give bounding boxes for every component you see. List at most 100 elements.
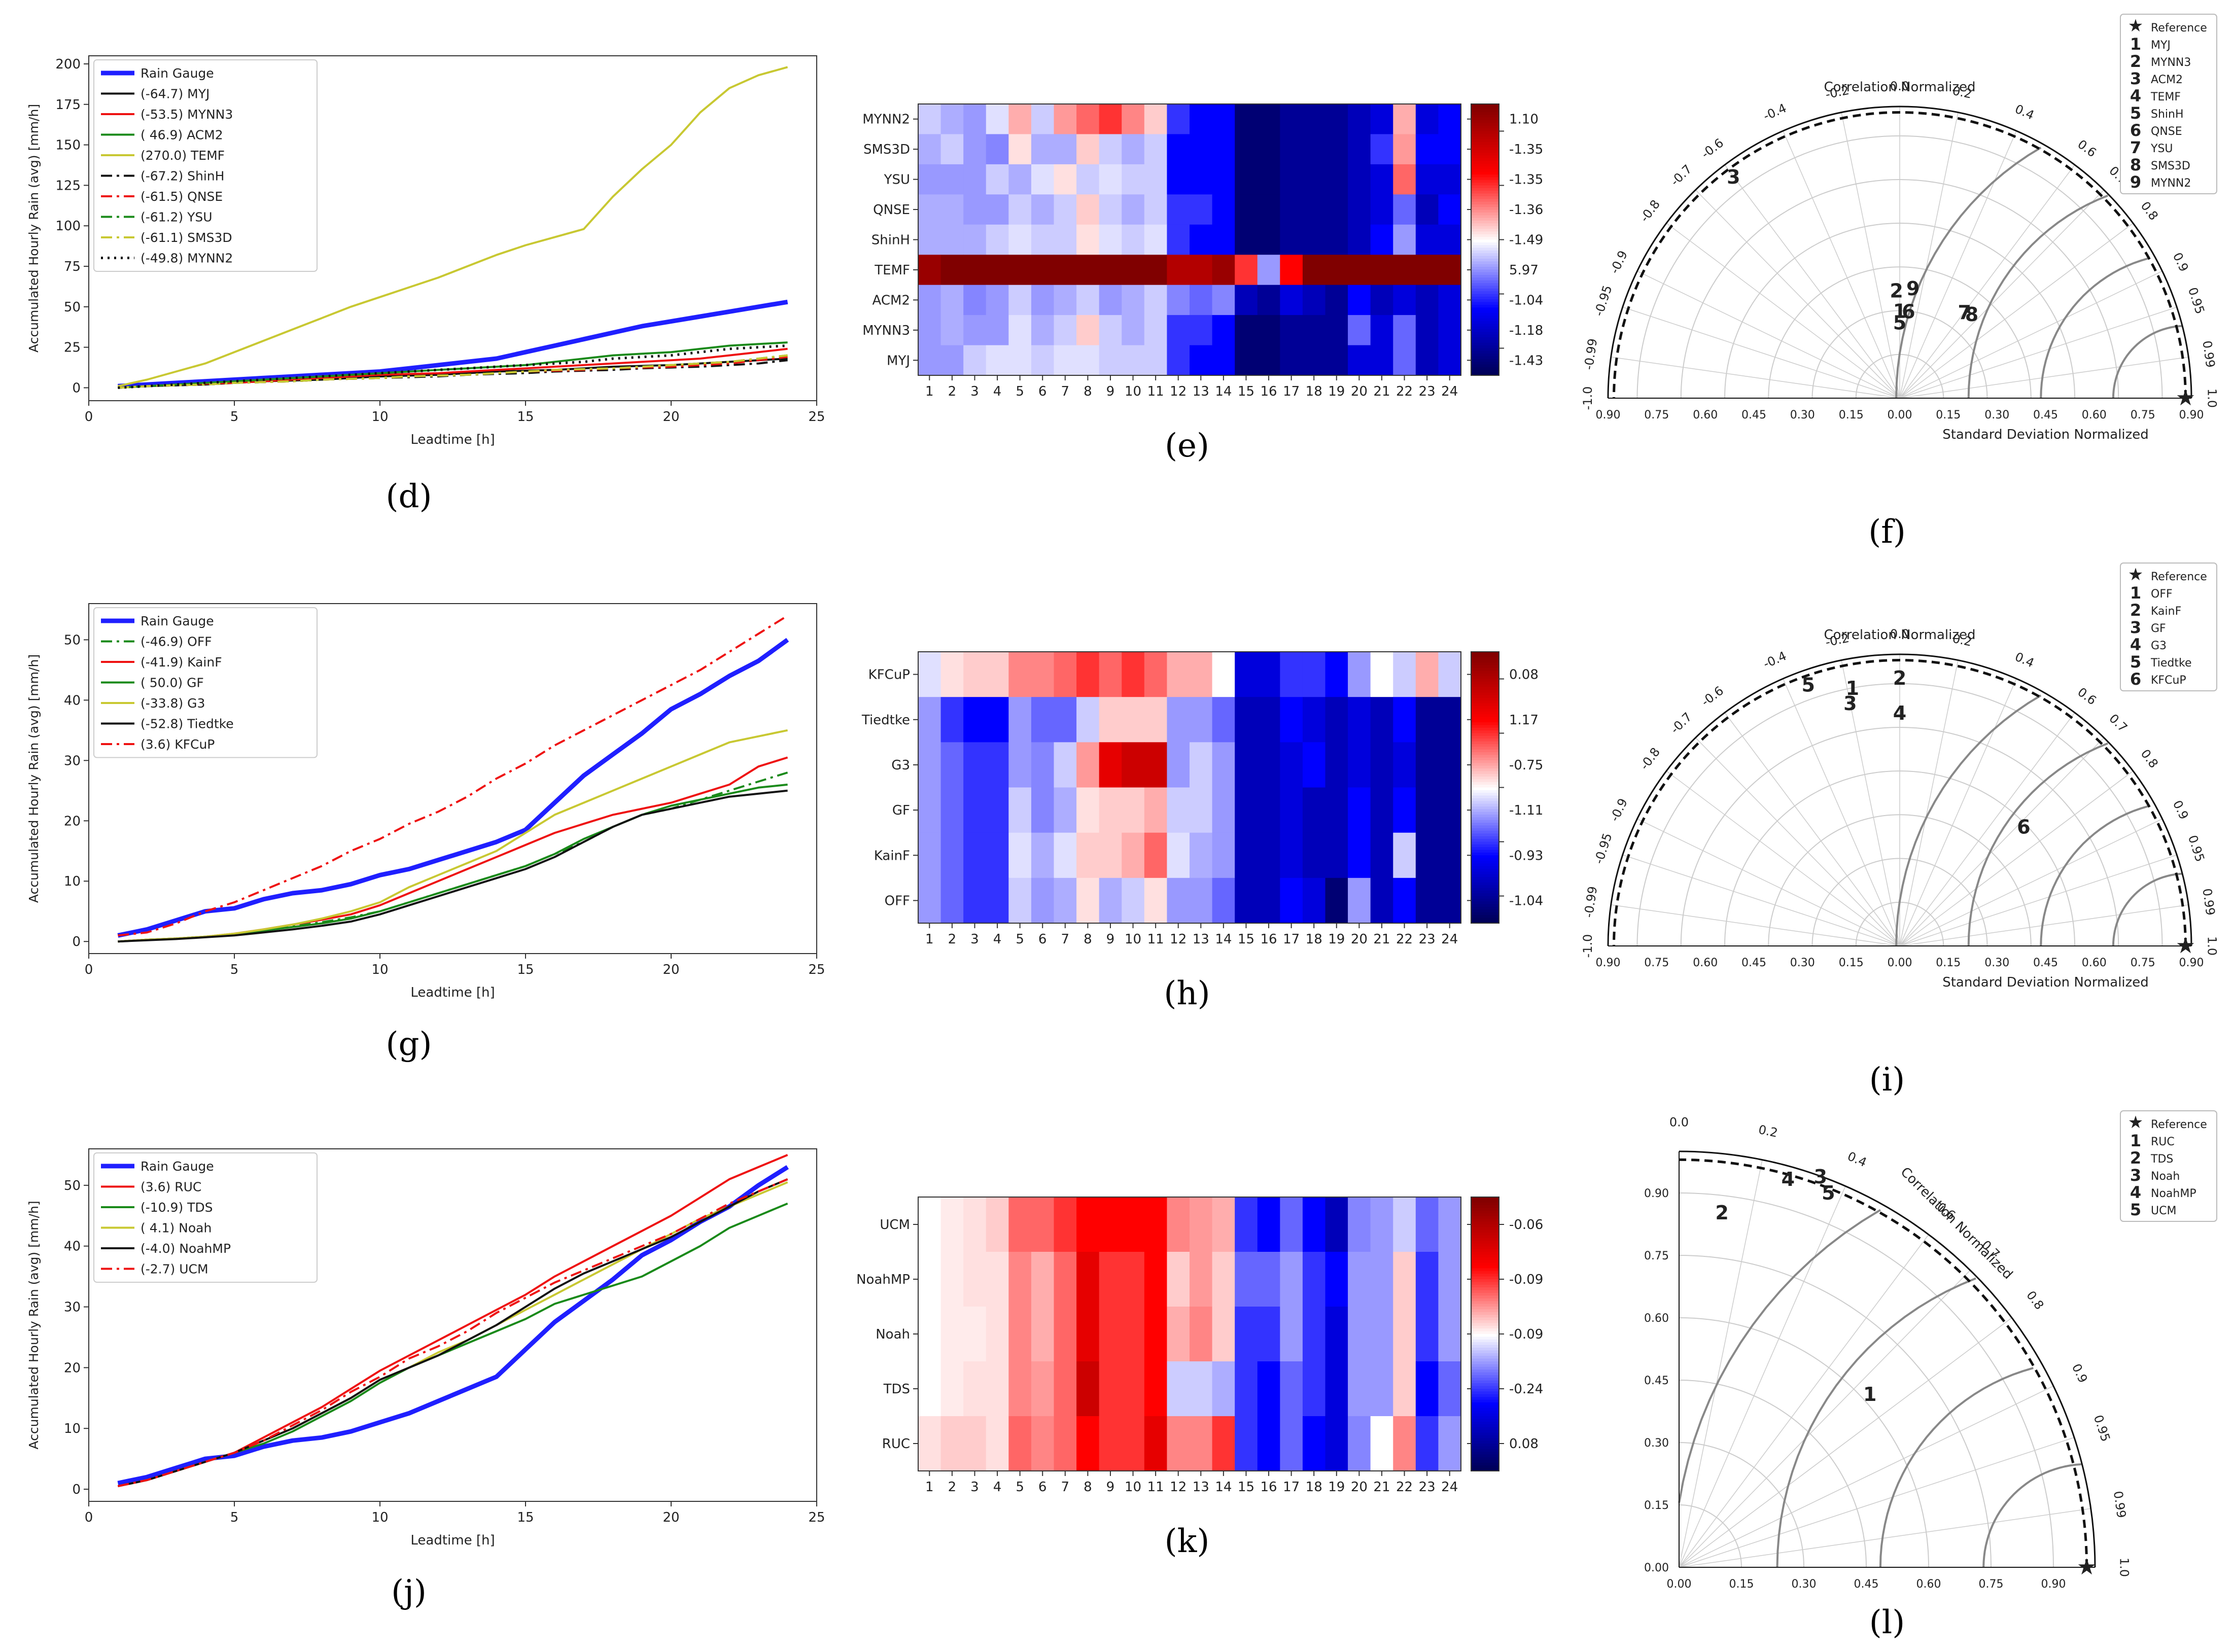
correlation-label: 0.99 [2200, 340, 2217, 369]
colorbar-strip [1471, 1465, 1499, 1469]
heatmap-cell [1190, 697, 1213, 743]
heatmap-cell [1099, 877, 1122, 924]
heatmap-cell [1438, 345, 1461, 376]
heatmap-cell [1302, 345, 1326, 376]
x-tick-label: 15 [517, 1510, 534, 1525]
colorbar-strip [1471, 1356, 1499, 1359]
heatmap-cell [1008, 742, 1032, 788]
heatmap-cell [1122, 134, 1145, 165]
panel-label: (d) [386, 478, 432, 515]
row-mean-value: -1.18 [1509, 323, 1543, 338]
colorbar-strip [1471, 264, 1499, 267]
row-label-shinh: ShinH [871, 233, 910, 248]
colorbar-strip [1471, 684, 1499, 688]
x-tick-label: 20 [662, 962, 679, 977]
heatmap-cell [1302, 315, 1326, 346]
row-label-myj: MYJ [887, 353, 910, 368]
legend-entry-3-6-ruc: (3.6) RUC [141, 1180, 201, 1194]
legend-entry-mynn2: MYNN2 [2151, 177, 2191, 190]
correlation-label: -0.95 [1592, 831, 1615, 866]
heatmap-cell [1031, 787, 1055, 833]
heatmap-cell [1122, 652, 1145, 697]
heatmap-cell [1393, 255, 1416, 286]
correlation-ray [1899, 130, 2017, 399]
colorbar-strip [1471, 177, 1499, 181]
colorbar-strip [1471, 801, 1499, 804]
heatmap-cell [940, 652, 964, 697]
correlation-ray [1666, 223, 1900, 399]
rms-arc [1982, 1463, 2082, 1568]
heatmap-cell [1144, 164, 1168, 195]
colorbar-strip [1471, 700, 1499, 704]
std-tick-label: 0.30 [1984, 957, 2009, 969]
heatmap-cell [1302, 832, 1326, 878]
heatmap-cell [1008, 697, 1032, 743]
heatmap-cell [1235, 1197, 1258, 1252]
colorbar-strip [1471, 310, 1499, 313]
col-label: 9 [1106, 1480, 1115, 1495]
correlation-ray [1899, 854, 2177, 946]
heatmap-cell [1031, 224, 1055, 255]
heatmap-cell [986, 742, 1009, 788]
heatmap-cell [1325, 877, 1348, 924]
colorbar-strip [1471, 1323, 1499, 1326]
legend-entry-mynn3: MYNN3 [2151, 56, 2191, 69]
colorbar-strip [1471, 1372, 1499, 1376]
heatmap-cell [1348, 787, 1371, 833]
correlation-label: -0.4 [1761, 101, 1789, 123]
plot-area [918, 651, 1461, 924]
row-mean-value: -1.35 [1509, 172, 1543, 188]
heatmap-cell [1144, 832, 1168, 878]
heatmap-cell [1144, 652, 1168, 697]
col-label: 20 [1351, 932, 1368, 947]
heatmap-cell [963, 652, 987, 697]
heatmap-cell [1076, 164, 1100, 195]
colorbar-strip [1471, 709, 1499, 712]
colorbar-strip [1471, 679, 1499, 682]
heatmap-cell [986, 104, 1009, 135]
taylor-diagram-f: 0.0 0.20.40.60.70.80.90.950.991.0-0.2-0.4… [1581, 14, 2219, 551]
heatmap-cell [1235, 255, 1258, 286]
colorbar-strip [1471, 839, 1499, 842]
colorbar-strip [1471, 719, 1499, 723]
correlation-label: 0.6 [2075, 685, 2099, 708]
heatmap-cell [918, 1416, 941, 1471]
heatmap-cell [1099, 1307, 1122, 1362]
col-label: 10 [1125, 1480, 1141, 1495]
colorbar-strip [1471, 180, 1499, 183]
colorbar-strip [1471, 1457, 1499, 1461]
correlation-ray [1637, 270, 1900, 399]
heatmap-cell [1370, 285, 1393, 315]
heatmap-cell [1235, 1252, 1258, 1307]
heatmap-cell [1257, 832, 1280, 878]
heatmap-cell [1325, 134, 1348, 165]
heatmap-cell [1144, 697, 1168, 743]
correlation-label: 0.4 [2013, 650, 2036, 671]
row-mean-value: -1.49 [1509, 233, 1543, 248]
colorbar-strip [1471, 1342, 1499, 1346]
colorbar-strip [1471, 288, 1499, 292]
colorbar-strip [1471, 676, 1499, 680]
colorbar-strip [1471, 874, 1499, 877]
heatmap-cell [1099, 224, 1122, 255]
heatmap-cell [1099, 255, 1122, 286]
heatmap-cell [1348, 1361, 1371, 1417]
heatmap-cell [1235, 1307, 1258, 1362]
colorbar-strip [1471, 844, 1499, 848]
std-ring [1679, 1255, 1992, 1568]
correlation-label: 0.9 [2170, 798, 2191, 822]
heatmap-cell [1167, 285, 1190, 315]
col-label: 17 [1283, 1480, 1300, 1495]
heatmap-cell [1054, 1416, 1077, 1471]
heatmap-cell [1008, 652, 1032, 697]
series-line-46-9-acm2 [118, 341, 788, 389]
heatmap-cell [1235, 877, 1258, 924]
heatmap-cell [918, 697, 941, 743]
colorbar-strip [1471, 898, 1499, 902]
heatmap-cell [963, 787, 987, 833]
col-label: 14 [1215, 384, 1232, 399]
heatmap-cell [1122, 255, 1145, 286]
colorbar-strip [1471, 1435, 1499, 1438]
col-label: 2 [948, 384, 957, 399]
